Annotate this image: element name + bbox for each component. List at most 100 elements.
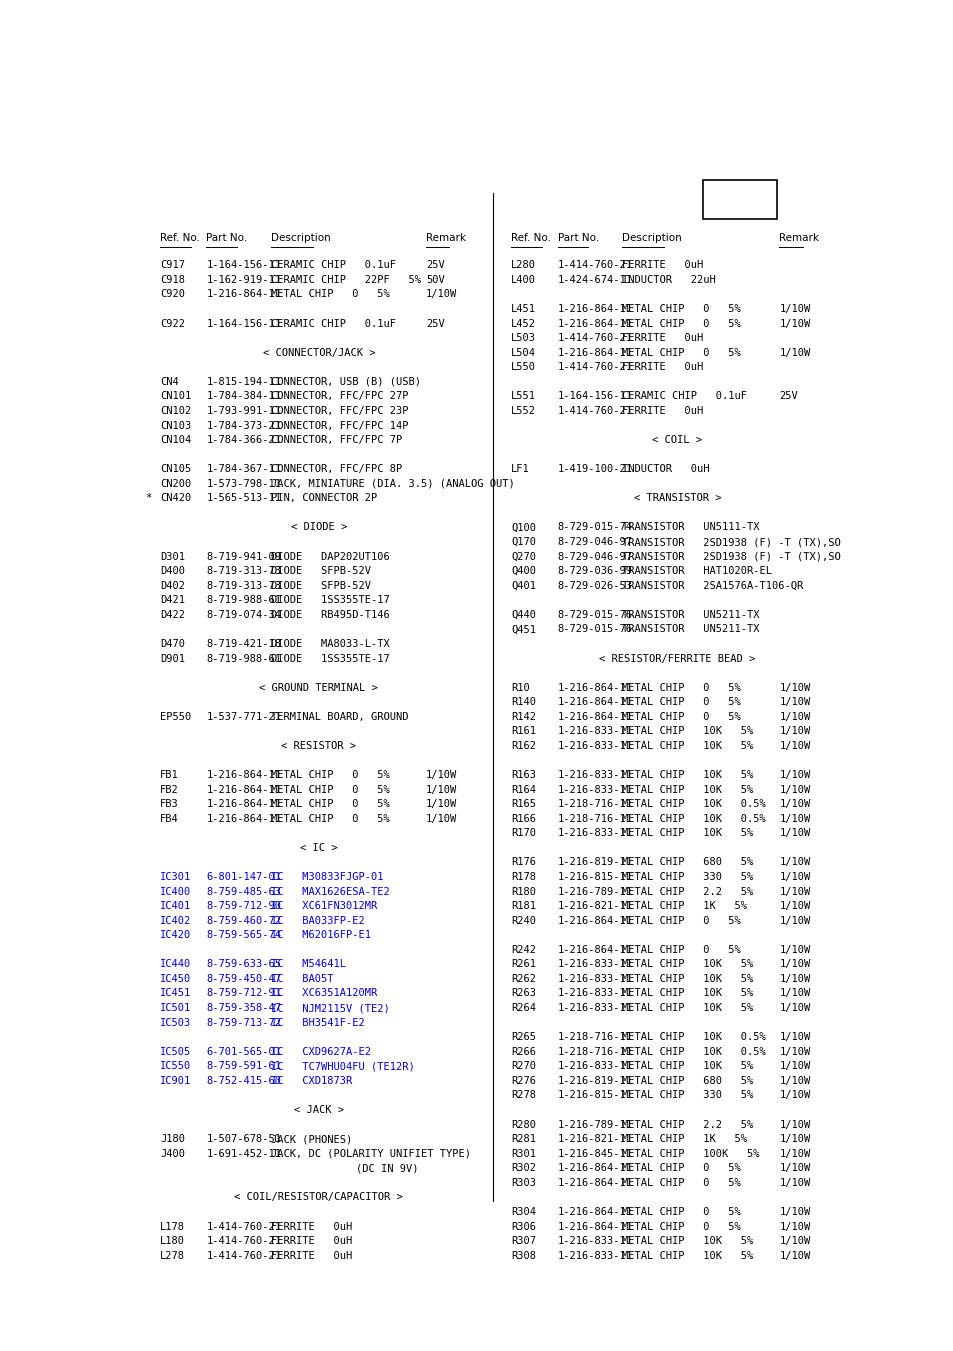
Text: C922: C922 bbox=[160, 319, 185, 328]
Text: 1/10W: 1/10W bbox=[779, 1133, 810, 1144]
Text: IC501: IC501 bbox=[160, 1002, 191, 1013]
Text: 1/10W: 1/10W bbox=[779, 304, 810, 313]
Text: 1/10W: 1/10W bbox=[779, 727, 810, 736]
Text: 1/10W: 1/10W bbox=[779, 871, 810, 882]
Text: 1/10W: 1/10W bbox=[779, 785, 810, 794]
Text: CONNECTOR, FFC/FPC 23P: CONNECTOR, FFC/FPC 23P bbox=[271, 405, 408, 416]
Text: Q170: Q170 bbox=[511, 536, 536, 547]
Text: L278: L278 bbox=[160, 1251, 185, 1260]
Text: 1-216-815-11: 1-216-815-11 bbox=[558, 1090, 632, 1101]
Text: 1-216-864-11: 1-216-864-11 bbox=[558, 916, 632, 925]
Text: R176: R176 bbox=[511, 858, 536, 867]
Text: METAL CHIP   0   5%: METAL CHIP 0 5% bbox=[621, 916, 740, 925]
Text: Description: Description bbox=[271, 234, 331, 243]
Text: TERMINAL BOARD, GROUND: TERMINAL BOARD, GROUND bbox=[271, 712, 408, 721]
Text: 8-759-358-47: 8-759-358-47 bbox=[206, 1002, 281, 1013]
Text: D422: D422 bbox=[160, 609, 185, 620]
Text: 1/10W: 1/10W bbox=[426, 813, 456, 824]
Text: R302: R302 bbox=[511, 1163, 536, 1173]
Text: IC400: IC400 bbox=[160, 886, 191, 897]
Bar bbox=[702, 180, 777, 219]
Text: 1-216-864-11: 1-216-864-11 bbox=[558, 682, 632, 693]
Text: IC   BH3541F-E2: IC BH3541F-E2 bbox=[271, 1017, 364, 1028]
Text: 1-216-864-11: 1-216-864-11 bbox=[558, 944, 632, 955]
Text: 1-218-716-11: 1-218-716-11 bbox=[558, 800, 632, 809]
Text: 1/10W: 1/10W bbox=[779, 1002, 810, 1013]
Text: METAL CHIP   330   5%: METAL CHIP 330 5% bbox=[621, 1090, 753, 1101]
Text: Ref. No.: Ref. No. bbox=[511, 234, 551, 243]
Text: R306: R306 bbox=[511, 1221, 536, 1232]
Text: METAL CHIP   10K   0.5%: METAL CHIP 10K 0.5% bbox=[621, 800, 765, 809]
Text: 1-164-156-11: 1-164-156-11 bbox=[206, 319, 281, 328]
Text: FB1: FB1 bbox=[160, 770, 178, 780]
Text: R281: R281 bbox=[511, 1133, 536, 1144]
Text: R304: R304 bbox=[511, 1206, 536, 1217]
Text: IC   BA05T: IC BA05T bbox=[271, 974, 333, 984]
Text: TRANSISTOR   2SD1938 (F) -T (TX),SO: TRANSISTOR 2SD1938 (F) -T (TX),SO bbox=[621, 551, 840, 562]
Text: < RESISTOR/FERRITE BEAD >: < RESISTOR/FERRITE BEAD > bbox=[598, 654, 755, 663]
Text: 8-759-633-65: 8-759-633-65 bbox=[206, 959, 281, 970]
Text: R163: R163 bbox=[511, 770, 536, 780]
Text: 1/10W: 1/10W bbox=[426, 785, 456, 794]
Text: CN103: CN103 bbox=[160, 420, 191, 431]
Text: 1/10W: 1/10W bbox=[779, 1032, 810, 1042]
Text: 8-719-988-61: 8-719-988-61 bbox=[206, 596, 281, 605]
Text: METAL CHIP   0   5%: METAL CHIP 0 5% bbox=[621, 944, 740, 955]
Text: 1-216-864-11: 1-216-864-11 bbox=[558, 1221, 632, 1232]
Text: IC   M30833FJGP-01: IC M30833FJGP-01 bbox=[271, 871, 383, 882]
Text: 1-414-760-21: 1-414-760-21 bbox=[206, 1251, 281, 1260]
Text: METAL CHIP   10K   0.5%: METAL CHIP 10K 0.5% bbox=[621, 1032, 765, 1042]
Text: R161: R161 bbox=[511, 727, 536, 736]
Text: CN4: CN4 bbox=[160, 377, 178, 386]
Text: FERRITE   0uH: FERRITE 0uH bbox=[271, 1221, 352, 1232]
Text: CN104: CN104 bbox=[160, 435, 191, 444]
Text: CONNECTOR, USB (B) (USB): CONNECTOR, USB (B) (USB) bbox=[271, 377, 420, 386]
Text: 1-216-864-11: 1-216-864-11 bbox=[206, 289, 281, 300]
Text: 1-216-833-11: 1-216-833-11 bbox=[558, 785, 632, 794]
Text: L280: L280 bbox=[511, 261, 536, 270]
Text: IC   XC6351A120MR: IC XC6351A120MR bbox=[271, 989, 376, 998]
Text: METAL CHIP   0   5%: METAL CHIP 0 5% bbox=[621, 1178, 740, 1188]
Text: 1-216-833-11: 1-216-833-11 bbox=[558, 1062, 632, 1071]
Text: 1-216-815-11: 1-216-815-11 bbox=[558, 871, 632, 882]
Text: FERRITE   0uH: FERRITE 0uH bbox=[621, 362, 702, 373]
Text: IC   NJM2115V (TE2): IC NJM2115V (TE2) bbox=[271, 1002, 389, 1013]
Text: 1-216-864-11: 1-216-864-11 bbox=[558, 1178, 632, 1188]
Text: L504: L504 bbox=[511, 347, 536, 358]
Text: R266: R266 bbox=[511, 1047, 536, 1056]
Text: CERAMIC CHIP   0.1uF: CERAMIC CHIP 0.1uF bbox=[621, 392, 746, 401]
Text: CN101: CN101 bbox=[160, 392, 191, 401]
Text: IC503: IC503 bbox=[160, 1017, 191, 1028]
Text: CERAMIC CHIP   0.1uF: CERAMIC CHIP 0.1uF bbox=[271, 261, 395, 270]
Text: 8-729-015-76: 8-729-015-76 bbox=[558, 624, 632, 635]
Text: 1/10W: 1/10W bbox=[779, 697, 810, 707]
Text: 1-218-716-11: 1-218-716-11 bbox=[558, 1032, 632, 1042]
Text: INDUCTOR   22uH: INDUCTOR 22uH bbox=[621, 274, 715, 285]
Text: Part No.: Part No. bbox=[206, 234, 248, 243]
Text: 1-815-194-11: 1-815-194-11 bbox=[206, 377, 281, 386]
Text: 8-759-485-63: 8-759-485-63 bbox=[206, 886, 281, 897]
Text: R180: R180 bbox=[511, 886, 536, 897]
Text: CN105: CN105 bbox=[160, 465, 191, 474]
Text: METAL CHIP   10K   5%: METAL CHIP 10K 5% bbox=[621, 1251, 753, 1260]
Text: DIODE   1SS355TE-17: DIODE 1SS355TE-17 bbox=[271, 654, 389, 663]
Text: FERRITE   0uH: FERRITE 0uH bbox=[271, 1236, 352, 1246]
Text: 1-414-760-21: 1-414-760-21 bbox=[206, 1236, 281, 1246]
Text: METAL CHIP   680   5%: METAL CHIP 680 5% bbox=[621, 1075, 753, 1086]
Text: 1-216-833-11: 1-216-833-11 bbox=[558, 828, 632, 838]
Text: 1-424-674-11: 1-424-674-11 bbox=[558, 274, 632, 285]
Text: IC440: IC440 bbox=[160, 959, 191, 970]
Text: IC   XC61FN3012MR: IC XC61FN3012MR bbox=[271, 901, 376, 911]
Text: METAL CHIP   10K   5%: METAL CHIP 10K 5% bbox=[621, 959, 753, 970]
Text: 25V: 25V bbox=[779, 392, 798, 401]
Text: 1/10W: 1/10W bbox=[779, 858, 810, 867]
Text: < IC >: < IC > bbox=[300, 843, 337, 852]
Text: 1-414-760-21: 1-414-760-21 bbox=[558, 362, 632, 373]
Text: 8-759-450-47: 8-759-450-47 bbox=[206, 974, 281, 984]
Text: 1/10W: 1/10W bbox=[779, 740, 810, 751]
Text: 1/10W: 1/10W bbox=[779, 959, 810, 970]
Text: 1-164-156-11: 1-164-156-11 bbox=[558, 392, 632, 401]
Text: IC901: IC901 bbox=[160, 1075, 191, 1086]
Text: 1-216-864-11: 1-216-864-11 bbox=[558, 319, 632, 328]
Text: METAL CHIP   330   5%: METAL CHIP 330 5% bbox=[621, 871, 753, 882]
